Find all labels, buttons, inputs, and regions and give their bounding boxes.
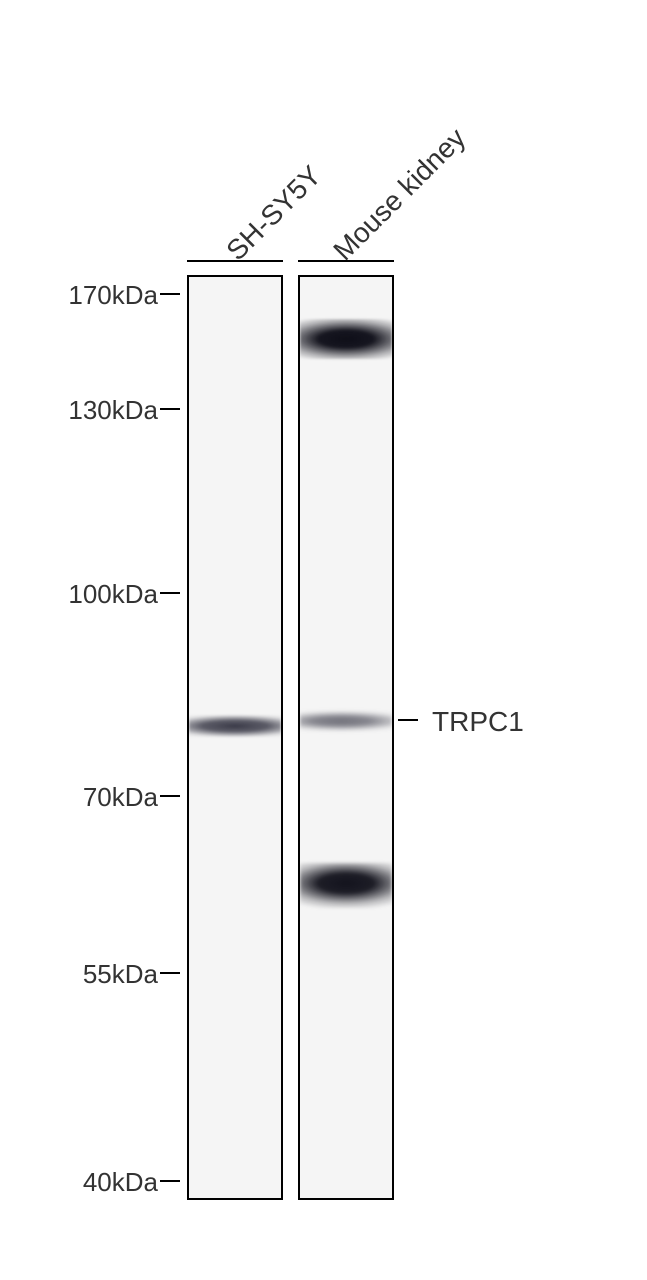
band-lane2-high <box>300 319 392 359</box>
lane-underline-1 <box>187 260 283 262</box>
mw-tick-40 <box>160 1180 180 1182</box>
mw-tick-130 <box>160 408 180 410</box>
mw-label-40: 40kDa <box>38 1167 158 1198</box>
mw-label-100: 100kDa <box>38 579 158 610</box>
band-lane2-low <box>300 863 392 908</box>
blot-lane-2 <box>298 275 394 1200</box>
western-blot-figure: SH-SY5Y Mouse kidney 170kDa 130kDa 100kD… <box>0 0 647 1280</box>
mw-label-130: 130kDa <box>38 395 158 426</box>
band-lane1-trpc1 <box>189 715 281 737</box>
mw-label-55: 55kDa <box>38 959 158 990</box>
lane-label-2: Mouse kidney <box>327 122 472 267</box>
lane-underline-2 <box>298 260 394 262</box>
mw-tick-55 <box>160 972 180 974</box>
target-label: TRPC1 <box>432 706 524 738</box>
blot-lane-1 <box>187 275 283 1200</box>
mw-tick-70 <box>160 795 180 797</box>
lane-label-1: SH-SY5Y <box>220 160 327 267</box>
mw-label-70: 70kDa <box>38 782 158 813</box>
mw-tick-100 <box>160 592 180 594</box>
mw-tick-170 <box>160 293 180 295</box>
mw-label-170: 170kDa <box>38 280 158 311</box>
band-lane2-trpc1 <box>300 710 392 732</box>
target-tick <box>398 719 418 721</box>
